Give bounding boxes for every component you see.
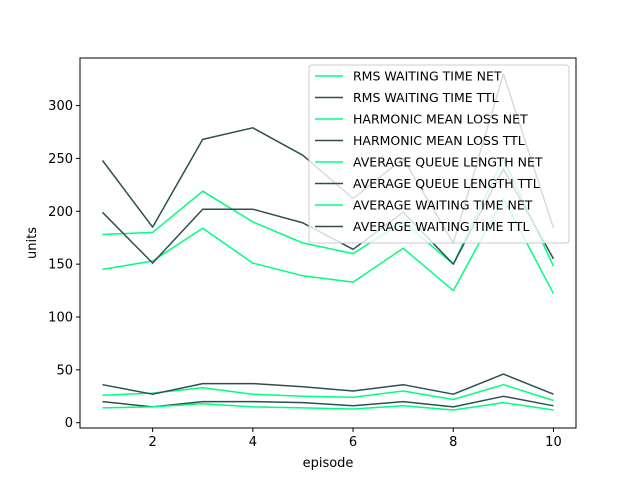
series-line-average-waiting-time-ttl [102,373,554,395]
x-tick-label: 8 [449,435,457,450]
legend-entry-label: AVERAGE QUEUE LENGTH TTL [353,176,540,191]
series-line-average-queue-length-net [102,383,554,402]
series-line-average-waiting-time-net [102,401,554,411]
x-tick-label: 10 [545,435,562,450]
x-axis-label: episode [303,456,354,471]
y-tick-label: 300 [48,99,73,114]
x-tick-label: 6 [349,435,357,450]
legend: RMS WAITING TIME NET RMS WAITING TIME TTL… [308,64,570,244]
x-axis: 2 4 6 8 10 [149,428,562,450]
legend-entry-label: HARMONIC MEAN LOSS TTL [353,133,525,148]
legend-box [308,64,570,244]
y-tick-label: 50 [56,363,73,378]
x-tick-label: 2 [149,435,157,450]
y-tick-label: 200 [48,205,73,220]
legend-entry-label: AVERAGE WAITING TIME NET [353,198,533,213]
legend-entry-label: RMS WAITING TIME TTL [353,90,499,105]
legend-entry-label: AVERAGE QUEUE LENGTH NET [353,155,543,170]
plot-area-frame [79,57,577,429]
legend-entry-label: HARMONIC MEAN LOSS NET [353,112,528,127]
series-line-average-queue-length-ttl [102,395,554,408]
y-axis-label: units [25,227,40,259]
x-tick-label: 4 [249,435,257,450]
y-tick-label: 150 [48,258,73,273]
y-tick-label: 250 [48,152,73,167]
legend-entry-label: AVERAGE WAITING TIME TTL [353,219,530,234]
legend-entry-label: RMS WAITING TIME NET [353,69,502,84]
y-tick-label: 100 [48,311,73,326]
series-line-harmonic-mean-loss-net [102,197,555,295]
y-axis: 0 50 100 150 200 250 300 [48,99,80,431]
y-tick-label: 0 [65,416,73,431]
